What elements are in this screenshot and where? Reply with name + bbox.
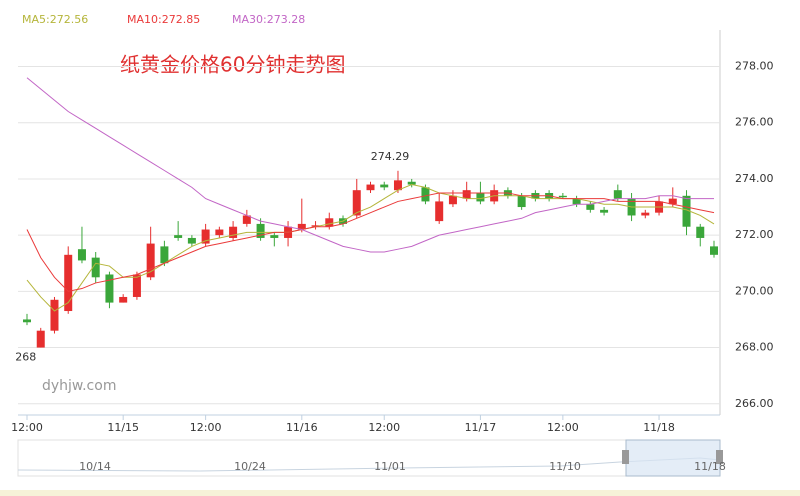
navigator-handle[interactable] [622, 450, 629, 464]
candle-body [119, 296, 128, 303]
candle-body [229, 226, 238, 238]
navigator-label: 10/24 [234, 460, 266, 473]
candle-body [201, 229, 210, 244]
candle-body [352, 190, 361, 216]
candle-body [242, 215, 251, 224]
navigator [17, 439, 721, 477]
x-tick-label: 12:00 [190, 421, 222, 434]
y-tick-label: 274.00 [735, 172, 774, 185]
bottom-strip [0, 490, 800, 496]
navigator-label: 11/18 [694, 460, 726, 473]
candle-body [407, 181, 416, 185]
y-tick-label: 272.00 [735, 228, 774, 241]
low-label: 268 [15, 351, 36, 364]
candle-body [476, 192, 485, 202]
x-tick-label: 11/17 [465, 421, 497, 434]
candle-body [91, 257, 100, 278]
ma-line [26, 77, 714, 253]
x-tick-label: 11/18 [643, 421, 675, 434]
candle-body [64, 254, 73, 312]
candle-body [132, 274, 141, 297]
candle-body [682, 195, 691, 227]
candle-body [366, 184, 375, 191]
candle-body [311, 225, 320, 227]
candle-body [50, 299, 59, 331]
candle-body [105, 274, 114, 303]
x-tick-label: 11/15 [107, 421, 139, 434]
candle-body [668, 198, 677, 205]
watermark: dyhjw.com [42, 378, 116, 394]
candle-body [36, 330, 45, 348]
x-tick-label: 12:00 [547, 421, 579, 434]
candle-body [160, 246, 169, 264]
candle-body [23, 319, 31, 323]
candle-body [146, 243, 155, 278]
x-tick-label: 12:00 [368, 421, 400, 434]
candle-body [215, 229, 224, 236]
y-tick-label: 268.00 [735, 341, 774, 354]
candle-body [572, 198, 581, 205]
ma-line [26, 184, 715, 312]
legend-entry: MA5:272.56 [22, 13, 88, 26]
candle-body [393, 180, 402, 191]
candle-body [77, 249, 86, 261]
candle-body [600, 209, 609, 213]
candle-body [187, 237, 196, 244]
candle-body [380, 184, 389, 188]
y-tick-label: 278.00 [735, 60, 774, 73]
ma-line [26, 192, 715, 292]
y-tick-label: 270.00 [735, 284, 774, 297]
navigator-label: 11/01 [374, 460, 406, 473]
candle-body [696, 226, 705, 238]
candle-body [448, 195, 457, 205]
candle-body [435, 201, 444, 222]
legend-entry: MA30:273.28 [232, 13, 305, 26]
candle-body [613, 190, 622, 199]
candle-body [421, 187, 430, 202]
x-tick-label: 11/16 [286, 421, 318, 434]
chart-title: 纸黄金价格60分钟走势图 [120, 53, 345, 77]
x-tick-label: 12:00 [11, 421, 43, 434]
candle-body [297, 223, 306, 230]
candle-body [462, 190, 471, 199]
candle-body [710, 246, 718, 255]
y-tick-label: 266.00 [735, 397, 774, 410]
navigator-label: 11/10 [549, 460, 581, 473]
navigator-label: 10/14 [79, 460, 111, 473]
candle-body [325, 218, 334, 227]
legend-entry: MA10:272.85 [127, 13, 200, 26]
candle-body [641, 212, 650, 216]
candle-body [586, 204, 595, 210]
candle-body [256, 223, 265, 238]
y-tick-label: 276.00 [735, 116, 774, 129]
candle-body [558, 195, 567, 198]
navigator-handle[interactable] [716, 450, 723, 464]
high-label: 274.29 [371, 150, 410, 163]
candle-body [517, 195, 526, 208]
candle-body [270, 235, 279, 238]
candle-body [174, 235, 183, 238]
